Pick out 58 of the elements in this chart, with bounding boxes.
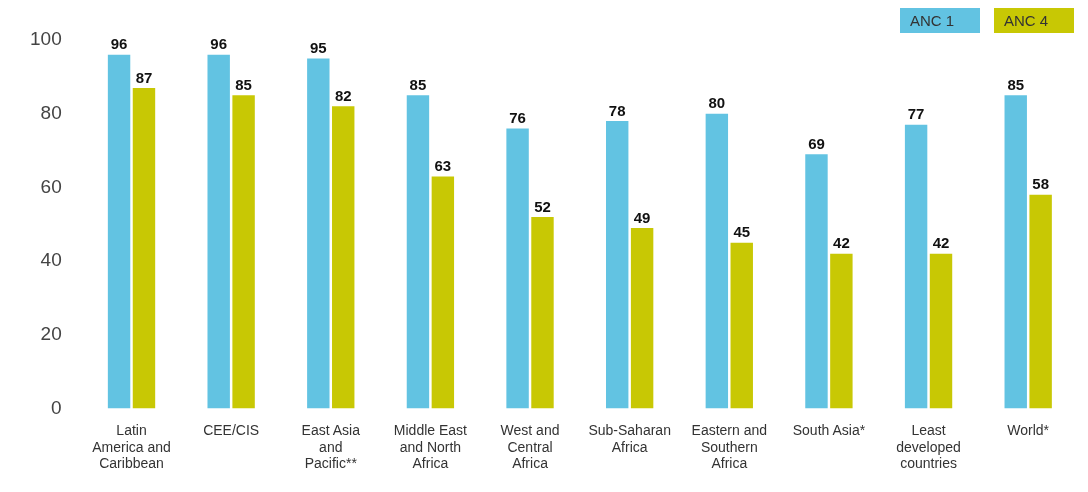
data-label: 87 [135,68,153,86]
x-tick-label: Latin America and Caribbean [92,421,171,472]
bar [107,54,131,409]
bar [232,95,255,409]
data-label: 96 [210,35,228,53]
x-tick-label: Least developed countries [896,421,961,472]
y-tick-label: 0 [51,396,62,418]
bar [929,253,953,409]
data-label: 76 [509,109,526,127]
data-label: 80 [708,94,726,112]
bar [1029,194,1052,409]
bar [830,253,853,409]
bar [531,216,554,409]
bar [431,176,455,409]
bar [406,95,430,409]
data-label: 42 [833,234,850,252]
bar [332,106,355,409]
text: ANC 4 [1004,12,1049,29]
bar [904,124,928,409]
bar [630,227,654,409]
y-tick-label: 40 [40,249,62,271]
data-label: 45 [733,223,751,241]
data-label: 78 [608,101,626,119]
x-tick-label: CEE/CIS [203,421,260,438]
data-label: 69 [808,134,825,152]
data-label: 63 [434,157,452,175]
data-label: 85 [235,75,252,93]
x-tick-label: Eastern and Southern Africa [691,421,768,472]
data-label: 95 [309,39,327,57]
bar [506,128,529,409]
bar [132,87,156,409]
x-tick-label: World* [1007,421,1050,438]
data-label: 58 [1032,175,1049,193]
bar [705,113,729,409]
bar [307,58,330,409]
data-label: 85 [409,75,427,93]
y-tick-label: 100 [30,28,62,50]
x-tick-label: Middle East and North Africa [393,421,468,472]
y-tick-label: 80 [40,101,62,123]
x-tick-label: South Asia* [792,421,866,438]
bar [606,121,629,409]
bar [805,154,828,409]
bar [730,242,753,409]
x-tick-label: West and Central Africa [500,421,560,472]
bar [1004,95,1027,409]
data-label: 85 [1007,75,1025,93]
data-label: 52 [534,197,551,215]
data-label: 49 [633,208,651,226]
data-label: 96 [110,35,128,53]
data-label: 77 [907,105,925,123]
data-label: 42 [932,234,950,252]
bar [207,54,230,409]
x-tick-label: East Asia and Pacific** [301,421,361,472]
text: ANC 1 [910,12,955,29]
y-tick-label: 60 [40,175,62,197]
y-tick-label: 20 [40,323,62,345]
x-tick-label: Sub-Saharan Africa [588,421,671,455]
data-label: 82 [334,86,352,104]
